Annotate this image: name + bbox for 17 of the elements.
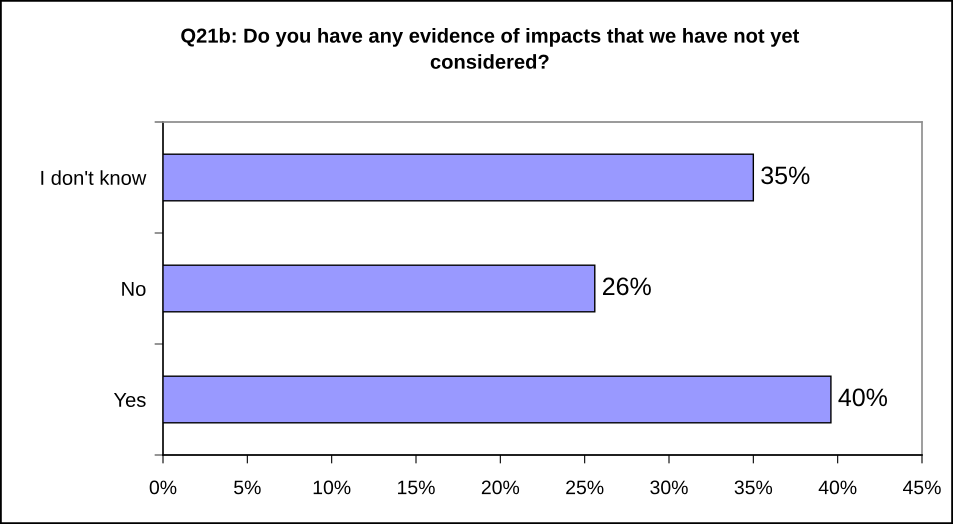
y-tick-label: No (122, 282, 146, 296)
x-tick-label: 45% (902, 480, 941, 494)
x-tick-label: 10% (314, 480, 350, 494)
y-tick-label: I don't know (41, 170, 146, 185)
x-tick-label: 20% (482, 480, 520, 494)
chart-title: Q21b: Do you have any evidence of impacts that we have not yet considered? (181, 28, 800, 69)
data-label: 35% (761, 166, 810, 184)
x-tick-label: 0% (150, 480, 176, 494)
x-tick-label: 30% (650, 480, 688, 494)
x-tick-label: 5% (234, 480, 261, 494)
data-label: 26% (602, 278, 651, 296)
x-tick-label: 15% (398, 480, 435, 494)
y-tick-label: Yes (114, 392, 146, 407)
x-tick-label: 35% (734, 480, 772, 494)
x-tick-label: 25% (566, 480, 604, 494)
data-label: 40% (838, 388, 888, 406)
x-tick-label: 40% (818, 480, 856, 494)
